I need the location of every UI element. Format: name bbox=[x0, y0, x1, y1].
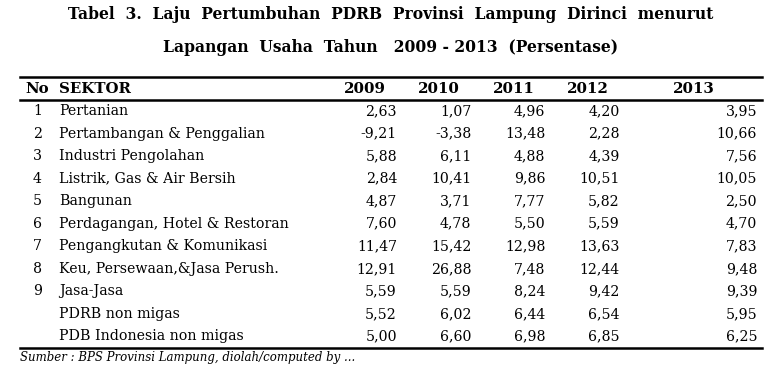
Text: 5,50: 5,50 bbox=[514, 217, 546, 231]
Text: 6,44: 6,44 bbox=[515, 307, 546, 321]
Text: 9,86: 9,86 bbox=[514, 172, 546, 186]
Text: 4,20: 4,20 bbox=[588, 104, 620, 118]
Text: Pertambangan & Penggalian: Pertambangan & Penggalian bbox=[59, 127, 265, 141]
Text: PDB Indonesia non migas: PDB Indonesia non migas bbox=[59, 329, 244, 343]
Text: 2011: 2011 bbox=[493, 82, 534, 96]
Text: 2,63: 2,63 bbox=[365, 104, 397, 118]
Text: 6,98: 6,98 bbox=[514, 329, 546, 343]
Text: 10,51: 10,51 bbox=[579, 172, 620, 186]
Text: 2: 2 bbox=[33, 127, 42, 141]
Text: 9,39: 9,39 bbox=[726, 284, 757, 298]
Text: 9: 9 bbox=[33, 284, 42, 298]
Text: 11,47: 11,47 bbox=[357, 239, 397, 253]
Text: 6,85: 6,85 bbox=[588, 329, 620, 343]
Text: Pertanian: Pertanian bbox=[59, 104, 128, 118]
Text: 5: 5 bbox=[33, 194, 42, 208]
Text: Keu, Persewaan,&Jasa Perush.: Keu, Persewaan,&Jasa Perush. bbox=[59, 262, 279, 276]
Text: Sumber : BPS Provinsi Lampung, diolah/computed by ...: Sumber : BPS Provinsi Lampung, diolah/co… bbox=[20, 351, 355, 364]
Text: 7,60: 7,60 bbox=[365, 217, 397, 231]
Text: -9,21: -9,21 bbox=[361, 127, 397, 141]
Text: Lapangan  Usaha  Tahun   2009 - 2013  (Persentase): Lapangan Usaha Tahun 2009 - 2013 (Persen… bbox=[163, 39, 619, 56]
Text: PDRB non migas: PDRB non migas bbox=[59, 307, 180, 321]
Text: 2,84: 2,84 bbox=[365, 172, 397, 186]
Text: Jasa-Jasa: Jasa-Jasa bbox=[59, 284, 124, 298]
Text: 5,88: 5,88 bbox=[365, 149, 397, 163]
Text: 4,96: 4,96 bbox=[514, 104, 546, 118]
Text: 15,42: 15,42 bbox=[431, 239, 472, 253]
Text: 8,24: 8,24 bbox=[514, 284, 546, 298]
Text: 4,78: 4,78 bbox=[439, 217, 472, 231]
Text: 2010: 2010 bbox=[418, 82, 461, 96]
Text: Pengangkutan & Komunikasi: Pengangkutan & Komunikasi bbox=[59, 239, 267, 253]
Text: 5,59: 5,59 bbox=[439, 284, 472, 298]
Text: 4,70: 4,70 bbox=[726, 217, 757, 231]
Text: 10,66: 10,66 bbox=[717, 127, 757, 141]
Text: 6,25: 6,25 bbox=[726, 329, 757, 343]
Text: 5,59: 5,59 bbox=[365, 284, 397, 298]
Text: SEKTOR: SEKTOR bbox=[59, 82, 131, 96]
Text: 6,11: 6,11 bbox=[440, 149, 472, 163]
Text: 6,60: 6,60 bbox=[439, 329, 472, 343]
Text: 6,54: 6,54 bbox=[588, 307, 620, 321]
Text: 12,44: 12,44 bbox=[579, 262, 620, 276]
Text: 13,63: 13,63 bbox=[579, 239, 620, 253]
Text: 4,88: 4,88 bbox=[514, 149, 546, 163]
Text: 5,00: 5,00 bbox=[365, 329, 397, 343]
Text: Perdagangan, Hotel & Restoran: Perdagangan, Hotel & Restoran bbox=[59, 217, 289, 231]
Text: 2013: 2013 bbox=[673, 82, 715, 96]
Text: 7,83: 7,83 bbox=[726, 239, 757, 253]
Text: 1: 1 bbox=[33, 104, 42, 118]
Text: 5,59: 5,59 bbox=[588, 217, 620, 231]
Text: 7,48: 7,48 bbox=[514, 262, 546, 276]
Text: 13,48: 13,48 bbox=[505, 127, 546, 141]
Text: 4,87: 4,87 bbox=[365, 194, 397, 208]
Text: 4,39: 4,39 bbox=[588, 149, 620, 163]
Text: 2012: 2012 bbox=[567, 82, 608, 96]
Text: 2,28: 2,28 bbox=[588, 127, 620, 141]
Text: 3,71: 3,71 bbox=[439, 194, 472, 208]
Text: 7,77: 7,77 bbox=[514, 194, 546, 208]
Text: 7,56: 7,56 bbox=[726, 149, 757, 163]
Text: Tabel  3.  Laju  Pertumbuhan  PDRB  Provinsi  Lampung  Dirinci  menurut: Tabel 3. Laju Pertumbuhan PDRB Provinsi … bbox=[68, 6, 714, 22]
Text: 1,07: 1,07 bbox=[439, 104, 472, 118]
Text: 10,41: 10,41 bbox=[431, 172, 472, 186]
Text: -3,38: -3,38 bbox=[435, 127, 472, 141]
Text: 2009: 2009 bbox=[344, 82, 386, 96]
Text: 9,42: 9,42 bbox=[588, 284, 620, 298]
Text: 4: 4 bbox=[33, 172, 42, 186]
Text: 5,95: 5,95 bbox=[726, 307, 757, 321]
Text: 5,82: 5,82 bbox=[588, 194, 620, 208]
Text: 12,91: 12,91 bbox=[357, 262, 397, 276]
Text: No: No bbox=[26, 82, 49, 96]
Text: 10,05: 10,05 bbox=[716, 172, 757, 186]
Text: 6,02: 6,02 bbox=[439, 307, 472, 321]
Text: Bangunan: Bangunan bbox=[59, 194, 132, 208]
Text: 7: 7 bbox=[33, 239, 42, 253]
Text: Listrik, Gas & Air Bersih: Listrik, Gas & Air Bersih bbox=[59, 172, 235, 186]
Text: 5,52: 5,52 bbox=[365, 307, 397, 321]
Text: 3: 3 bbox=[33, 149, 42, 163]
Text: 9,48: 9,48 bbox=[726, 262, 757, 276]
Text: 8: 8 bbox=[33, 262, 42, 276]
Text: Industri Pengolahan: Industri Pengolahan bbox=[59, 149, 204, 163]
Text: 26,88: 26,88 bbox=[431, 262, 472, 276]
Text: 2,50: 2,50 bbox=[726, 194, 757, 208]
Text: 3,95: 3,95 bbox=[726, 104, 757, 118]
Text: 6: 6 bbox=[33, 217, 42, 231]
Text: 12,98: 12,98 bbox=[505, 239, 546, 253]
